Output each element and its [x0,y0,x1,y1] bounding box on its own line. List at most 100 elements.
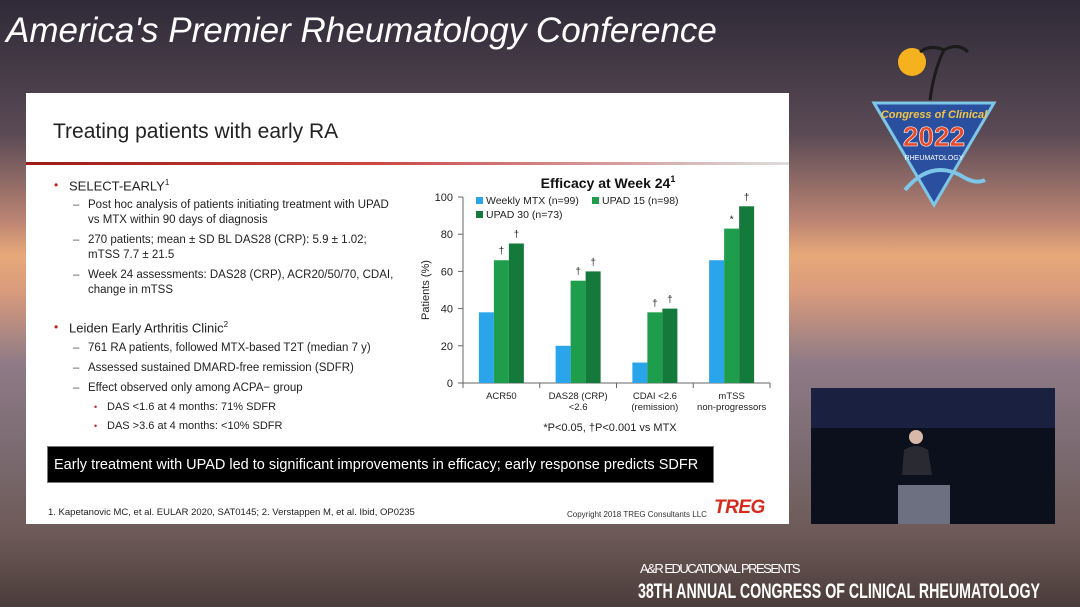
bullet-item: 270 patients; mean ± SD BL DAS28 (CRP): … [69,233,394,263]
x-tick-label-line: non-progressors [697,402,766,413]
significance-marker: * [730,215,734,226]
bar [585,271,601,383]
y-tick-label: 20 [441,341,453,353]
footnote-ref: 1 [164,178,170,187]
logo-line1: Congress of Clinical [881,109,988,121]
y-tick-label: 60 [441,266,453,278]
bullet-text: 761 RA patients, followed MTX-based T2T … [88,341,371,354]
x-tick-label-line: (remission) [631,402,678,413]
conclusion-box: Early treatment with UPAD led to signifi… [47,446,714,483]
x-tick-label-line: DAS28 (CRP) [549,391,608,402]
bullet-item: Leiden Early Arthritis Clinic2 761 RA pat… [54,320,394,433]
copyright: Copyright 2018 TREG Consultants LLC [567,510,707,519]
bullet-text: Post hoc analysis of patients initiating… [88,199,389,227]
legend-swatch [476,211,483,218]
bar [709,260,725,383]
title-rule [26,162,789,165]
x-tick-label: mTSS non-progressors [697,391,766,413]
x-tick-label: ACR50 [486,391,517,402]
bullet-group: DAS <1.6 at 4 months: 71% SDFR DAS >3.6 a… [88,400,394,434]
bar [662,308,678,383]
legend-swatch [592,197,599,204]
bullet-text: Assessed sustained DMARD-free remission … [88,361,354,374]
bullet-group: 761 RA patients, followed MTX-based T2T … [69,341,394,434]
x-tick-label-line: CDAI <2.6 [633,391,677,402]
bar [570,280,586,383]
legend-label: UPAD 15 (n=98) [602,195,679,207]
bar [739,206,755,383]
bullet-text: Effect observed only among ACPA− group [88,381,303,394]
bullet-list: SELECT-EARLY1 Post hoc analysis of patien… [54,178,394,456]
references: 1. Kapetanovic MC, et al. EULAR 2020, SA… [48,507,415,518]
chart: Efficacy at Week 241 Patients (%) 0 20 40 60 8… [420,174,771,434]
video-light [811,388,1055,428]
chart-footnote: *P<0.05, †P<0.001 vs MTX [543,422,677,434]
speaker-video [811,388,1055,524]
logo-palm [919,45,970,101]
legend-label: Weekly MTX (n=99) [486,195,579,207]
bullet-item: Week 24 assessments: DAS28 (CRP), ACR20/… [69,268,394,298]
bullet-item: SELECT-EARLY1 Post hoc analysis of patien… [54,178,394,298]
bullet-item: Effect observed only among ACPA− group DA… [69,381,394,434]
y-tick-label: 100 [435,192,453,204]
bar [493,260,509,383]
bar [647,312,663,383]
banner-title: America's Premier Rheumatology Conferenc… [4,11,717,50]
y-tick-label: 80 [441,229,453,241]
x-tick-label: DAS28 (CRP) <2.6 [549,391,608,413]
chart-title: Efficacy at Week 241 [541,174,676,191]
significance-marker: † [652,298,658,309]
speaker-head [909,430,923,444]
y-tick-label: 40 [441,304,453,316]
y-axis-label: Patients (%) [420,260,432,320]
bullet-item: 761 RA patients, followed MTX-based T2T … [69,341,394,356]
significance-marker: † [667,295,673,306]
logo-wave [903,168,986,192]
x-tick-label-line: ACR50 [486,391,517,402]
x-tick-label: CDAI <2.6 (remission) [631,391,678,413]
x-tick-label-line: mTSS [718,391,744,402]
significance-marker: † [575,267,581,278]
logo-line2: RHEUMATOLOGY [905,155,964,162]
y-tick-label: 0 [447,378,453,390]
bullet-item: Post hoc analysis of patients initiating… [69,198,394,228]
bullet-text: DAS <1.6 at 4 months: 71% SDFR [107,400,277,413]
significance-marker: † [499,246,505,257]
bullet-text: DAS >3.6 at 4 months: <10% SDFR [107,419,283,432]
lower-third-presenter: A&R EDUCATIONAL PRESENTS [640,561,802,576]
significance-marker: † [514,230,520,241]
footnote-ref: 2 [223,320,229,330]
bar [555,345,571,383]
slide: Treating patients with early RA SELECT-E… [26,93,789,524]
significance-marker: † [744,192,750,203]
bullet-item: DAS <1.6 at 4 months: 71% SDFR [88,400,394,415]
lower-third-event: 38TH ANNUAL CONGRESS OF CLINICAL RHEUMAT… [638,580,1040,603]
bullet-text: Week 24 assessments: DAS28 (CRP), ACR20/… [88,269,394,297]
legend-swatch [476,197,483,204]
bar [478,312,494,383]
bullet-text: 270 patients; mean ± SD BL DAS28 (CRP): … [88,234,367,262]
x-tick-label-line: <2.6 [569,402,588,413]
bullet-group: Post hoc analysis of patients initiating… [69,198,394,298]
logo: Congress of Clinical 2022 RHEUMATOLOGY [871,45,997,208]
podium [898,485,950,524]
bar [508,243,524,383]
bullet-item: Assessed sustained DMARD-free remission … [69,361,394,376]
logo-triangle [871,101,997,208]
bullet-item: DAS >3.6 at 4 months: <10% SDFR [88,419,394,434]
bullet-group: SELECT-EARLY1 Post hoc analysis of patien… [54,178,394,434]
bullet-text: SELECT-EARLY [69,178,165,194]
logo-sun [898,48,926,76]
brand-logo: TREG [714,497,765,518]
bullet-text: Leiden Early Arthritis Clinic [69,320,224,336]
chart-title-sup: 1 [670,174,675,184]
legend-label: UPAD 30 (n=73) [486,209,563,221]
bar [632,362,648,383]
bar [724,228,740,383]
chart-title-text: Efficacy at Week 24 [541,175,671,191]
significance-marker: † [590,257,596,268]
speaker-body [902,446,932,475]
logo-year: 2022 [903,121,965,152]
